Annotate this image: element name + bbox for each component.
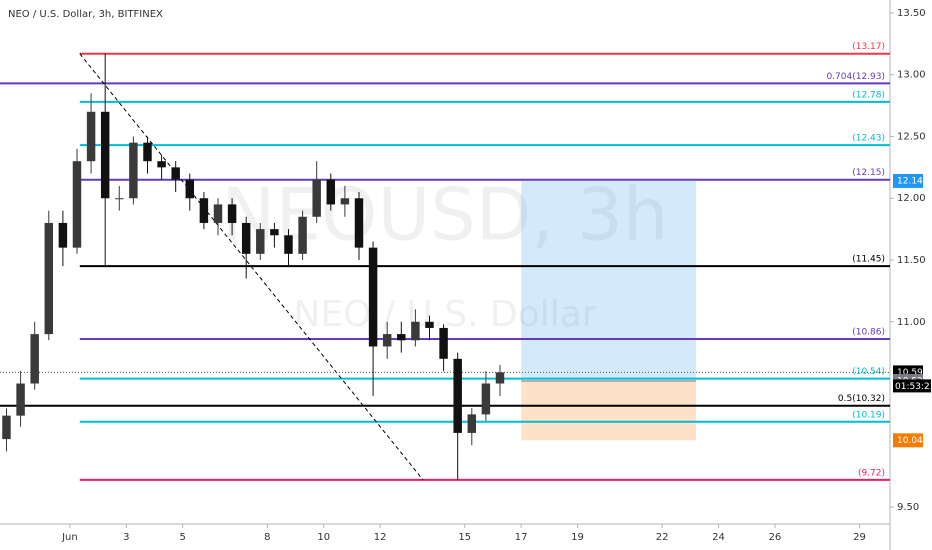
- x-tick-label: 22: [656, 532, 669, 543]
- countdown-label: 01:53:23: [895, 382, 932, 392]
- candle-body: [72, 161, 82, 248]
- candle-body: [115, 198, 124, 200]
- y-tick-label: 13.00: [897, 70, 926, 81]
- x-tick-label: 17: [515, 532, 528, 543]
- candle-body: [2, 415, 11, 440]
- level-label: (10.54): [852, 367, 885, 377]
- candle-body: [270, 229, 279, 236]
- x-tick-label: 3: [123, 532, 129, 543]
- candle-body: [213, 204, 223, 223]
- x-tick-label: Jun: [61, 532, 78, 543]
- y-tick-label: 12.50: [897, 131, 926, 142]
- y-tick-label: 9.50: [897, 502, 919, 513]
- candle-body: [185, 179, 195, 199]
- candle-body: [129, 142, 138, 199]
- candle-body: [340, 198, 350, 205]
- x-tick-label: 12: [374, 532, 387, 543]
- level-label: (12.43): [852, 134, 885, 144]
- candle-body: [58, 222, 68, 248]
- y-tick-label: 11.00: [897, 317, 926, 328]
- x-tick-label: 26: [769, 532, 782, 543]
- price-badge-label: 10.59: [897, 368, 923, 378]
- chart-title: NEO / U.S. Dollar, 3h, BITFINEX: [8, 9, 163, 20]
- x-tick-label: 8: [264, 532, 270, 543]
- candle-body: [86, 111, 96, 162]
- candle-body: [495, 372, 505, 384]
- candle-body: [312, 179, 321, 217]
- y-tick-label: 13.50: [897, 8, 926, 19]
- level-label: (12.15): [852, 168, 885, 178]
- candle-body: [397, 334, 406, 341]
- candle-body: [284, 235, 293, 254]
- candle-body: [100, 111, 110, 199]
- countdown-badge: [893, 379, 931, 393]
- level-label: 0.704(12.93): [826, 72, 885, 82]
- candle-body: [467, 414, 477, 433]
- x-tick-label: 5: [180, 532, 186, 543]
- candle-body: [439, 327, 448, 359]
- x-tick-label: 24: [712, 532, 725, 543]
- candle-body: [241, 222, 251, 254]
- y-tick-label: 11.50: [897, 255, 926, 266]
- y-tick-label: 12.00: [897, 193, 926, 204]
- candle-body: [143, 142, 152, 162]
- candle-body: [199, 198, 209, 223]
- candle-body: [30, 334, 39, 384]
- candle-body: [411, 321, 420, 341]
- candle-body: [298, 216, 307, 254]
- candle-body: [481, 383, 491, 415]
- level-label: (10.19): [852, 410, 885, 420]
- candle-body: [157, 161, 166, 168]
- level-label: (11.45): [852, 255, 885, 265]
- candle-body: [382, 334, 392, 347]
- price-badge-label: 12.14: [897, 176, 923, 186]
- candle-body: [453, 358, 462, 433]
- candle-body: [171, 167, 180, 180]
- position-stop-zone: [521, 381, 696, 441]
- level-label: (13.17): [852, 42, 885, 52]
- x-tick-label: 19: [571, 532, 584, 543]
- candle-body: [354, 198, 364, 248]
- x-tick-label: 10: [317, 532, 330, 543]
- candle-body: [368, 247, 378, 347]
- level-label: (10.86): [852, 328, 885, 338]
- level-label: (12.78): [852, 90, 885, 100]
- x-tick-label: 29: [853, 532, 866, 543]
- candle-body: [44, 222, 54, 335]
- level-label: 0.5(10.32): [838, 394, 885, 404]
- candle-body: [16, 383, 25, 416]
- candle-body: [227, 204, 237, 223]
- candle-body: [256, 229, 265, 254]
- trend-line: [79, 53, 424, 481]
- watermark: NEOUSD, 3h: [221, 173, 668, 257]
- candle-body: [326, 179, 336, 205]
- x-tick-label: 15: [458, 532, 471, 543]
- candle-body: [425, 321, 434, 328]
- price-badge: [893, 173, 923, 188]
- level-label: (9.72): [858, 468, 885, 478]
- price-badge: [893, 433, 923, 448]
- price-badge-label: 10.04: [897, 436, 923, 446]
- position-target-zone: [521, 180, 696, 382]
